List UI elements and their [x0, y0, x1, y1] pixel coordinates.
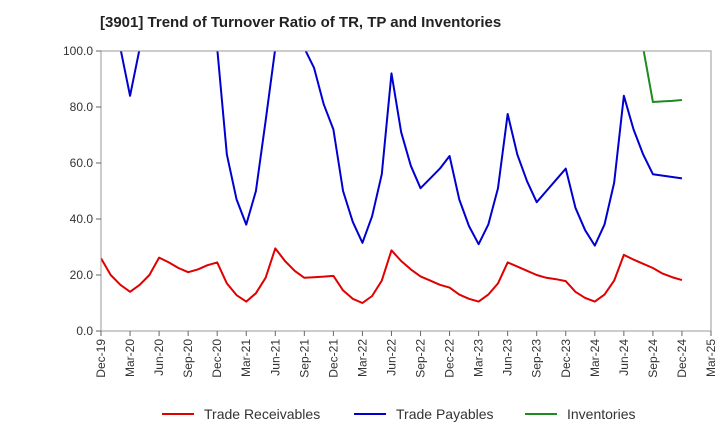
- legend-label-trade-payables: Trade Payables: [396, 406, 494, 422]
- x-tick-label: Jun-22: [384, 339, 398, 376]
- x-tick-label: Sep-24: [646, 339, 660, 378]
- x-tick-label: Sep-23: [530, 339, 544, 378]
- x-tick-label: Dec-20: [210, 339, 224, 378]
- x-tick-label: Sep-21: [297, 339, 311, 378]
- x-tick-label: Mar-24: [588, 339, 602, 377]
- x-tick-label: Mar-23: [472, 339, 486, 377]
- x-tick-label: Jun-24: [617, 339, 631, 376]
- y-tick-label: 60.0: [70, 156, 94, 170]
- series-line-trade-receivables: [101, 247, 683, 304]
- x-tick-label: Sep-22: [414, 339, 428, 378]
- chart-title: [3901] Trend of Turnover Ratio of TR, TP…: [100, 14, 502, 31]
- x-tick-label: Jun-23: [501, 339, 515, 376]
- plot-area: [100, 50, 712, 332]
- x-tick-label: Sep-20: [181, 339, 195, 378]
- y-tick-label: 100.0: [63, 44, 93, 58]
- legend-label-trade-receivables: Trade Receivables: [204, 406, 320, 422]
- x-tick-label: Dec-21: [326, 339, 340, 378]
- series-line-inventories: [642, 51, 683, 103]
- legend-label-inventories: Inventories: [567, 406, 635, 422]
- y-tick-label: 80.0: [70, 100, 94, 114]
- x-tick-label: Dec-19: [94, 339, 108, 378]
- x-tick-label: Mar-22: [355, 339, 369, 377]
- x-tick-label: Jun-20: [152, 339, 166, 376]
- x-tick-label: Dec-22: [443, 339, 457, 378]
- x-tick-label: Mar-25: [704, 339, 718, 377]
- series-line-trade-payables: [119, 51, 683, 247]
- y-tick-label: 0.0: [76, 324, 93, 338]
- y-tick-label: 20.0: [70, 268, 94, 282]
- x-tick-label: Dec-24: [675, 339, 689, 378]
- x-tick-label: Mar-20: [123, 339, 137, 377]
- x-tick-label: Jun-21: [268, 339, 282, 376]
- x-tick-label: Mar-21: [239, 339, 253, 377]
- x-tick-label: Dec-23: [559, 339, 573, 378]
- y-tick-label: 40.0: [70, 212, 94, 226]
